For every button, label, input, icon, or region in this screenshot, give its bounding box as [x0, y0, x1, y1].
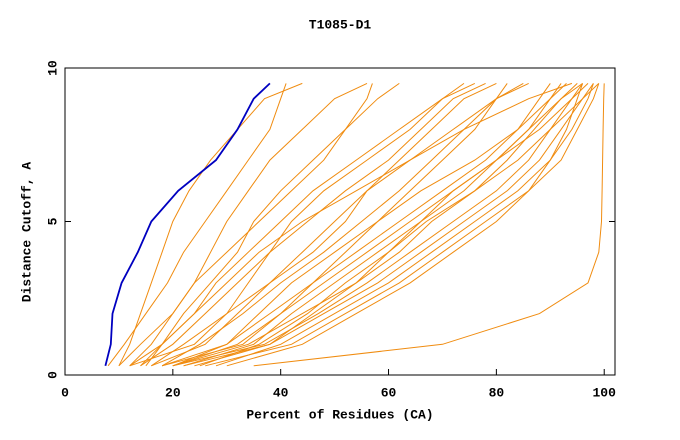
series-line [172, 83, 600, 367]
x-tick-label: 20 [165, 385, 181, 400]
series-line [161, 82, 524, 367]
series-line [172, 83, 584, 367]
y-axis-label: Distance Cutoff, A [19, 162, 34, 303]
series-line [129, 82, 465, 367]
series-line [172, 83, 551, 367]
series-line [151, 82, 497, 367]
series-line [253, 83, 605, 367]
series-line [183, 83, 594, 367]
y-tick-label: 0 [45, 371, 60, 379]
series-line [199, 83, 578, 367]
series-line [104, 82, 271, 367]
series-line [172, 83, 508, 367]
series-line [118, 83, 373, 367]
series-line [161, 83, 567, 367]
chart-title: T1085-D1 [309, 17, 372, 32]
series-line [107, 83, 287, 367]
x-axis-label: Percent of Residues (CA) [246, 407, 433, 422]
x-tick-label: 80 [489, 385, 505, 400]
series-line [226, 83, 584, 367]
series-line [205, 83, 600, 367]
plot-frame [64, 67, 616, 376]
series-line [129, 82, 368, 367]
x-tick-label: 60 [381, 385, 397, 400]
series-line [161, 83, 589, 367]
x-tick-label: 100 [593, 385, 617, 400]
series-line [215, 83, 594, 367]
series-line [151, 82, 573, 367]
x-tick-label: 40 [273, 385, 289, 400]
series-line [140, 82, 486, 367]
x-tick-label: 0 [61, 385, 69, 400]
y-tick-label: 5 [45, 217, 60, 225]
series-line [118, 82, 303, 367]
series-line [194, 82, 583, 367]
series-line [140, 82, 529, 367]
y-tick-label: 10 [45, 60, 60, 76]
series-line [145, 82, 400, 367]
